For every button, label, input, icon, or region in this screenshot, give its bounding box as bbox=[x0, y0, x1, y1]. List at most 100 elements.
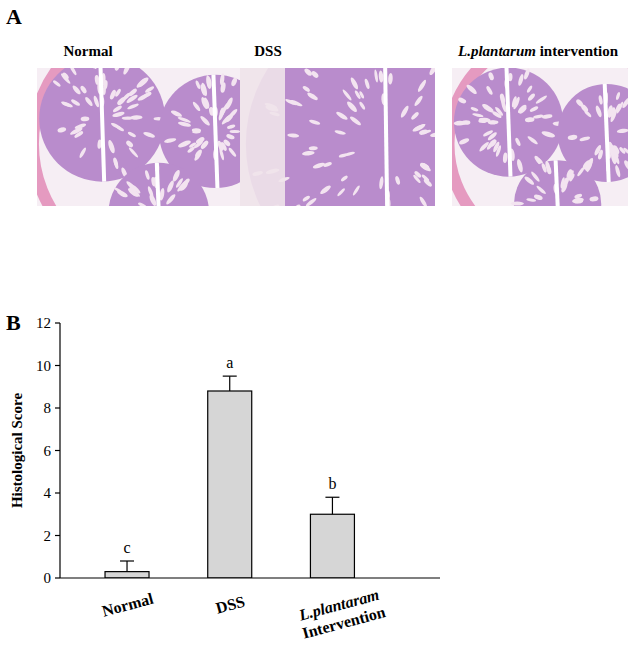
crypt bbox=[567, 170, 575, 181]
crypt bbox=[227, 124, 236, 130]
crypt bbox=[302, 150, 315, 156]
crypt bbox=[144, 170, 150, 180]
y-tick bbox=[55, 492, 60, 493]
crypt bbox=[346, 100, 359, 113]
crypt bbox=[615, 92, 620, 101]
crypt bbox=[526, 85, 533, 94]
crypt bbox=[410, 111, 420, 121]
crypt bbox=[135, 76, 149, 89]
crypt bbox=[526, 198, 536, 202]
crypt bbox=[358, 101, 366, 110]
crypt bbox=[514, 137, 521, 147]
crypt bbox=[165, 193, 177, 206]
crypt bbox=[610, 144, 620, 158]
crypt bbox=[529, 105, 539, 112]
y-tick bbox=[55, 535, 60, 536]
lumen bbox=[100, 68, 104, 182]
crypt bbox=[457, 97, 467, 105]
crypt bbox=[221, 114, 232, 126]
crypt bbox=[178, 121, 192, 128]
muscle-layer bbox=[37, 68, 240, 206]
crypt bbox=[533, 194, 543, 201]
crypt bbox=[479, 117, 491, 122]
crypt bbox=[177, 139, 192, 149]
crypt bbox=[585, 157, 595, 169]
y-tick bbox=[55, 577, 60, 578]
crypt bbox=[338, 153, 347, 158]
crypt bbox=[418, 196, 428, 206]
y-tick-label: 10 bbox=[36, 358, 51, 374]
crypt bbox=[516, 158, 524, 172]
crypt bbox=[306, 91, 319, 101]
crypt bbox=[57, 126, 67, 133]
error-bar bbox=[223, 376, 237, 391]
bar bbox=[105, 572, 149, 578]
crypt bbox=[472, 112, 484, 117]
crypt bbox=[598, 95, 603, 105]
crypt bbox=[413, 95, 424, 107]
significance-letter: b bbox=[328, 475, 336, 492]
crypt bbox=[454, 121, 466, 126]
crypt bbox=[527, 92, 536, 101]
y-tick-label: 2 bbox=[44, 528, 52, 544]
crypt bbox=[312, 162, 325, 170]
crypt bbox=[349, 115, 362, 126]
lumen bbox=[213, 75, 217, 188]
y-tick-label: 6 bbox=[44, 443, 52, 459]
crypt bbox=[536, 185, 547, 195]
histology-image bbox=[452, 68, 628, 206]
panel-label: A bbox=[6, 4, 22, 29]
crypt bbox=[127, 131, 136, 138]
submucosa bbox=[240, 68, 285, 206]
crypt bbox=[137, 93, 149, 102]
crypt bbox=[412, 174, 421, 184]
crypt bbox=[378, 70, 383, 82]
crypt bbox=[567, 134, 577, 140]
crypt bbox=[517, 74, 524, 87]
lumen bbox=[556, 160, 560, 206]
crypt bbox=[81, 116, 90, 121]
crypt bbox=[309, 146, 318, 151]
crypt bbox=[206, 75, 211, 88]
image-title: Normal bbox=[63, 43, 112, 59]
crypt bbox=[206, 76, 213, 90]
mucosa bbox=[108, 163, 209, 206]
significance-letter: a bbox=[226, 354, 233, 371]
histology-image bbox=[240, 68, 435, 206]
crypt bbox=[60, 100, 73, 108]
x-tick-label: Normal bbox=[100, 590, 156, 620]
crypt bbox=[614, 165, 621, 178]
crypt bbox=[230, 130, 240, 133]
crypt bbox=[417, 79, 428, 93]
crypt bbox=[166, 180, 175, 194]
crypt bbox=[310, 70, 319, 79]
crypt bbox=[128, 146, 139, 158]
crypt bbox=[352, 185, 361, 197]
significance-letter: c bbox=[123, 539, 130, 556]
crypt bbox=[107, 139, 116, 154]
muscle-layer bbox=[240, 68, 435, 206]
crypt bbox=[302, 195, 311, 203]
crypt bbox=[199, 84, 205, 96]
crypt bbox=[195, 80, 201, 90]
crypt bbox=[359, 91, 365, 100]
crypt bbox=[623, 147, 628, 155]
crypt bbox=[594, 105, 602, 118]
crypt bbox=[285, 98, 298, 106]
crypt bbox=[511, 201, 524, 205]
crypt bbox=[193, 140, 204, 150]
crypt bbox=[79, 85, 87, 95]
lumen bbox=[506, 68, 510, 177]
crypt bbox=[399, 105, 410, 119]
crypt bbox=[388, 73, 393, 85]
crypt bbox=[309, 119, 321, 126]
crypt bbox=[428, 68, 435, 76]
crypt bbox=[419, 162, 431, 172]
crypt bbox=[523, 68, 531, 80]
crypt bbox=[574, 193, 583, 200]
crypt bbox=[503, 152, 508, 163]
crypt bbox=[132, 184, 141, 194]
crypt bbox=[125, 139, 134, 148]
bars bbox=[105, 376, 354, 578]
lumen bbox=[605, 84, 609, 182]
